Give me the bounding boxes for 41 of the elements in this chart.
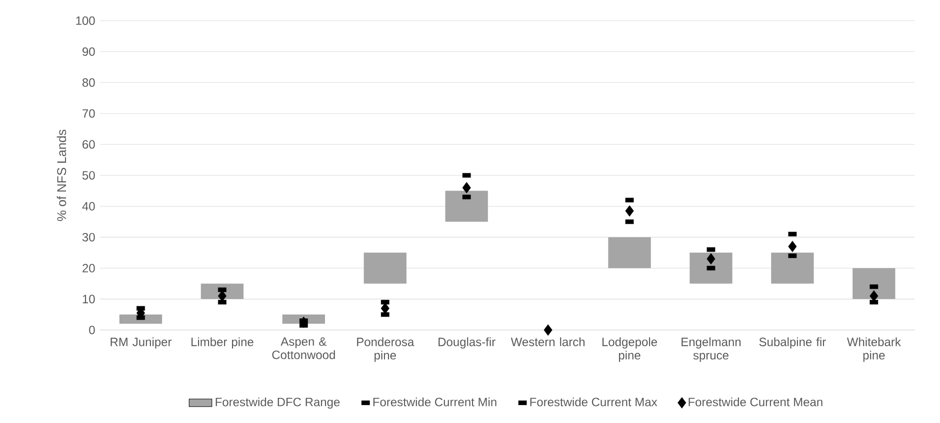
bar — [608, 237, 651, 268]
legend-label: Forestwide Current Max — [530, 398, 658, 406]
legend-label: Forestwide Current Mean — [688, 398, 822, 406]
point — [625, 206, 634, 216]
legend-label: Forestwide DFC Range — [216, 398, 340, 409]
x-tick-label: Engelmann spruce — [682, 338, 741, 362]
x-tick-label: Limber pine — [192, 338, 254, 349]
point — [544, 325, 552, 336]
y-tick-label: 40 — [82, 202, 95, 211]
bar — [690, 252, 732, 284]
x-tick-label: RM Juniper — [110, 338, 172, 349]
x-tick-label: Douglas-fir — [438, 338, 496, 349]
x-tick-label: Subalpine fir — [759, 338, 826, 349]
x-tick-label: Ponderosa pine — [357, 338, 414, 362]
x-tick-label: Whitebark pine — [846, 338, 901, 362]
y-tick-label: 10 — [82, 294, 95, 304]
point — [706, 254, 716, 264]
legend-label: Forestwide Current Min — [373, 398, 496, 406]
x-tick-label: Aspen & Cottonwood — [272, 338, 335, 360]
y-tick-label: 70 — [82, 109, 95, 118]
bar — [852, 268, 896, 300]
bar — [445, 190, 488, 222]
x-tick-label: Lodgepole pine — [602, 338, 658, 362]
point — [218, 291, 226, 302]
point — [462, 182, 471, 194]
bar — [771, 252, 814, 284]
point — [870, 291, 878, 302]
point — [300, 317, 308, 328]
y-tick-label: 100 — [76, 16, 95, 26]
y-tick-label: 50 — [82, 171, 95, 180]
y-tick-label: 30 — [82, 233, 95, 242]
x-tick-label: Western larch — [510, 338, 585, 346]
y-axis-title: % of NFS Lands — [56, 130, 66, 222]
point — [788, 242, 797, 252]
y-tick-label: 0 — [89, 326, 95, 334]
y-tick-label: 60 — [82, 140, 95, 149]
point — [381, 303, 390, 314]
y-tick-label: 90 — [82, 48, 95, 56]
bar — [364, 252, 406, 284]
y-tick-label: 20 — [82, 264, 95, 273]
y-tick-label: 80 — [82, 78, 95, 87]
